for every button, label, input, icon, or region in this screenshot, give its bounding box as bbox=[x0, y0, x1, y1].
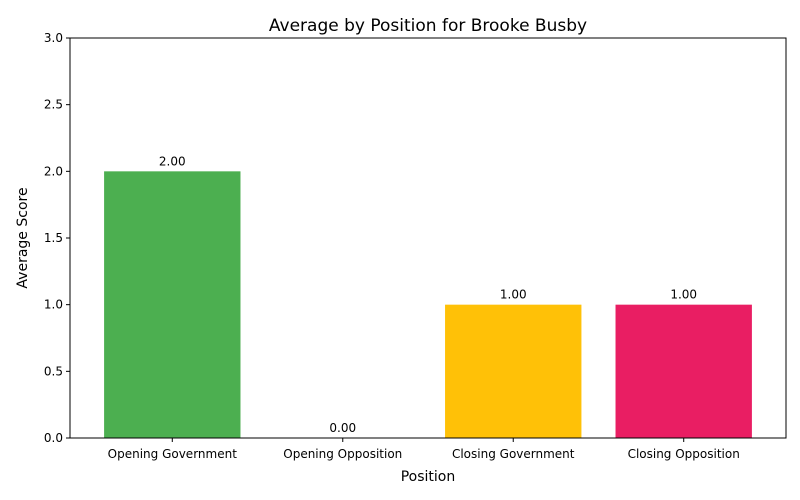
chart-title: Average by Position for Brooke Busby bbox=[269, 16, 587, 36]
y-tick-label: 2.5 bbox=[44, 98, 63, 112]
bar-value-label: 2.00 bbox=[159, 154, 186, 168]
y-tick-label: 0.0 bbox=[44, 431, 63, 445]
bar bbox=[615, 304, 752, 438]
x-tick-label: Opening Opposition bbox=[283, 447, 402, 461]
plot-frame bbox=[69, 37, 787, 439]
y-tick-label: 1.5 bbox=[44, 231, 63, 245]
bar-value-label: 1.00 bbox=[670, 288, 697, 302]
bar-value-label: 1.00 bbox=[500, 288, 527, 302]
y-axis: 0.0 0.5 1.0 1.5 2.0 2.5 3.0 bbox=[44, 31, 70, 445]
bar bbox=[445, 304, 582, 438]
bar-value-label: 0.00 bbox=[329, 421, 356, 435]
y-tick-label: 1.0 bbox=[44, 298, 63, 312]
y-tick-label: 0.5 bbox=[44, 364, 63, 378]
y-tick-label: 2.0 bbox=[44, 164, 63, 178]
y-tick-label: 3.0 bbox=[44, 31, 63, 45]
x-tick-label: Opening Government bbox=[108, 447, 238, 461]
x-tick-label: Closing Government bbox=[452, 447, 575, 461]
x-tick-label: Closing Opposition bbox=[628, 447, 740, 461]
bars bbox=[104, 171, 752, 439]
x-axis-label: Position bbox=[401, 469, 456, 485]
data-labels: 2.00 0.00 1.00 1.00 bbox=[159, 154, 697, 435]
x-axis: Opening Government Opening Opposition Clos… bbox=[108, 438, 740, 461]
bar bbox=[104, 171, 241, 439]
y-axis-label: Average Score bbox=[15, 187, 31, 288]
